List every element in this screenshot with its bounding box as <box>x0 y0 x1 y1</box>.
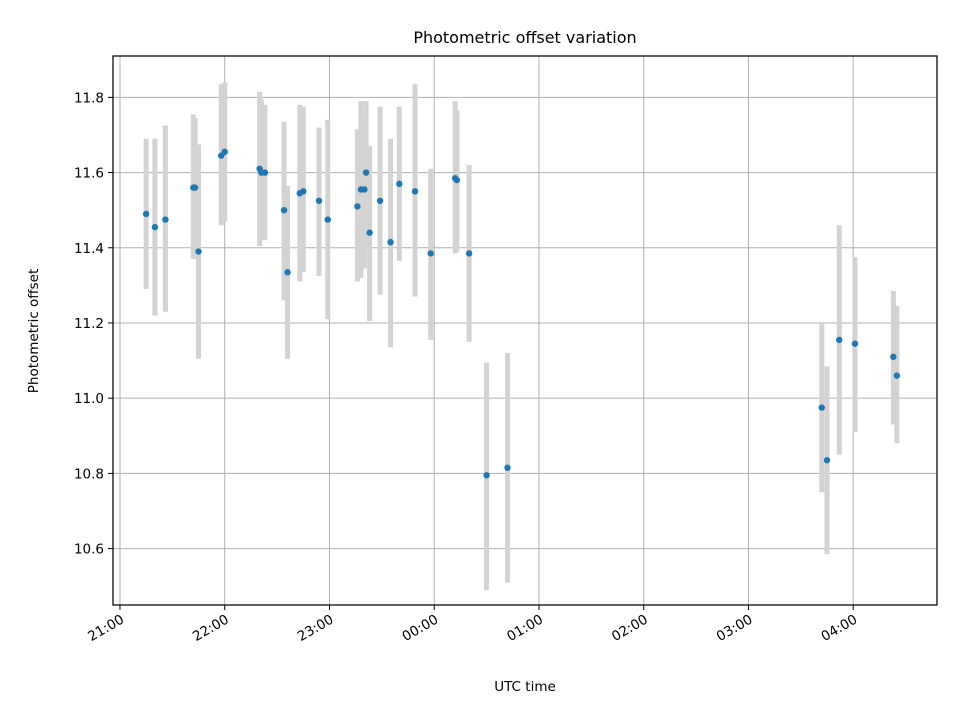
x-axis-label: UTC time <box>494 679 556 695</box>
data-point <box>823 457 831 464</box>
data-point <box>315 197 323 204</box>
data-point <box>851 340 859 347</box>
error-bars <box>143 82 900 590</box>
x-tick-label: 04:00 <box>819 612 861 645</box>
x-tick-label: 01:00 <box>504 612 546 645</box>
data-point <box>890 353 897 361</box>
data-point <box>361 186 368 193</box>
y-tick-label: 11.4 <box>74 241 104 257</box>
data-point <box>504 464 511 471</box>
data-point <box>354 203 361 210</box>
x-tick-label: 23:00 <box>295 612 337 645</box>
y-tick-label: 11.6 <box>74 166 104 182</box>
data-point <box>300 188 307 195</box>
x-axis-ticks: 21:00 22:00 23:00 00:00 01:00 02:00 03:00 04:00 <box>85 605 860 645</box>
y-tick-label: 10.8 <box>74 466 104 482</box>
data-point <box>818 404 825 411</box>
y-tick-label: 11.0 <box>74 391 104 407</box>
grid-lines <box>113 56 937 605</box>
y-tick-label: 11.8 <box>74 90 104 106</box>
data-points <box>142 148 901 479</box>
x-tick-label: 22:00 <box>190 612 232 645</box>
y-tick-label: 10.6 <box>74 542 104 558</box>
x-tick-label: 21:00 <box>85 612 127 645</box>
data-point <box>162 216 169 223</box>
data-point <box>396 180 403 188</box>
data-point <box>411 188 419 195</box>
data-point <box>483 472 490 479</box>
chart-title: Photometric offset variation <box>413 28 636 47</box>
x-tick-label: 02:00 <box>609 612 651 645</box>
data-point <box>151 223 159 231</box>
x-tick-label: 03:00 <box>714 612 756 645</box>
y-axis-label: Photometric offset <box>26 269 42 393</box>
data-point <box>284 269 291 276</box>
y-axis-ticks: 10.6 10.8 11.0 11.2 11.4 11.6 11.8 <box>74 90 113 558</box>
x-tick-label: 00:00 <box>400 612 442 645</box>
data-point <box>376 197 384 204</box>
data-point <box>427 250 434 257</box>
data-point <box>261 169 269 176</box>
data-point <box>366 229 373 236</box>
data-point <box>324 216 331 223</box>
data-point <box>280 206 288 214</box>
data-point <box>191 184 199 191</box>
data-point <box>221 148 228 156</box>
data-point <box>893 372 901 379</box>
data-point <box>453 176 461 184</box>
data-point <box>387 238 394 246</box>
data-point <box>362 169 370 176</box>
plot-frame <box>112 55 938 606</box>
data-point <box>142 210 150 218</box>
data-point <box>195 248 202 255</box>
y-tick-label: 11.2 <box>74 316 104 332</box>
data-point <box>465 250 473 257</box>
data-point <box>836 336 843 344</box>
